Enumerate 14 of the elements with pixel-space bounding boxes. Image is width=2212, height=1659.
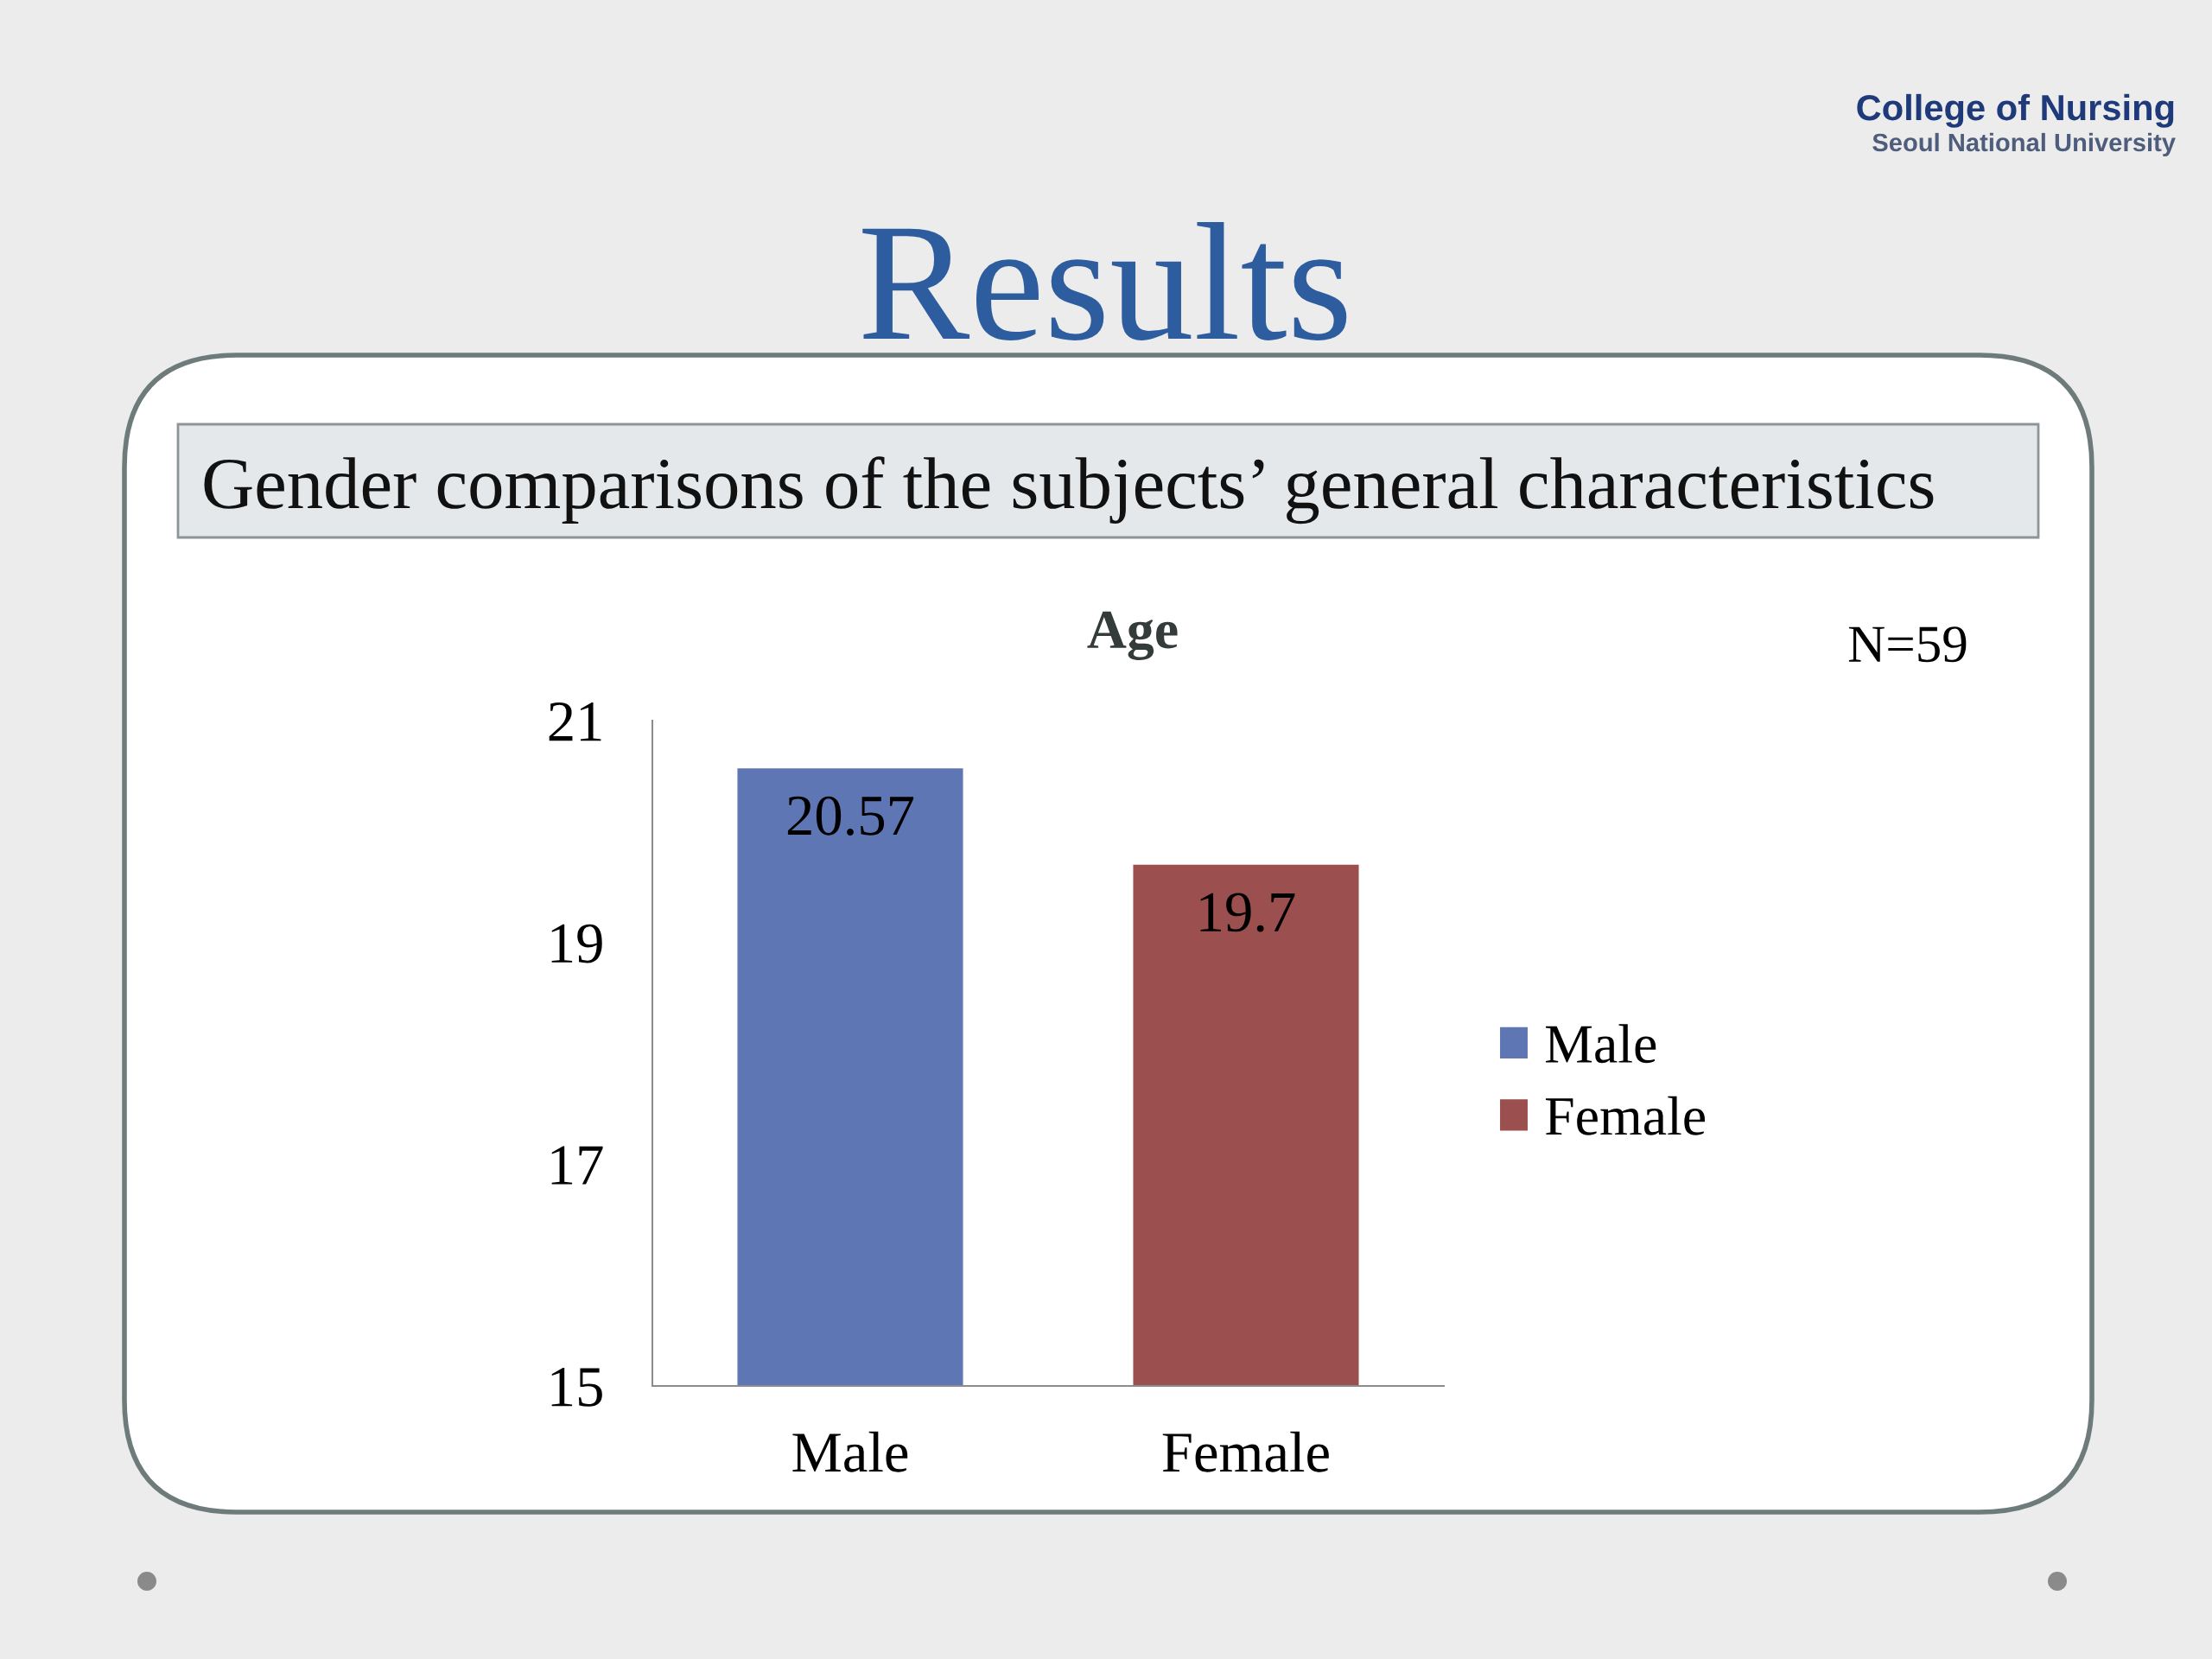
legend-label: Female [1545, 1096, 1705, 1135]
y-tick-label: 15 [551, 1368, 602, 1407]
data-label: 20.57 [787, 796, 914, 836]
chart-title: Age [1087, 611, 1178, 660]
data-label: 19.7 [1200, 893, 1295, 932]
legend-label: Male [1545, 1024, 1656, 1064]
text: Gender comparisons of the subjects’ general characteristics [204, 456, 1934, 524]
text: Results [862, 222, 1347, 340]
text: N=59 [1848, 626, 1967, 663]
y-tick-label: 17 [551, 1146, 603, 1185]
text: Seoul National University [1872, 132, 2176, 157]
y-tick-label: 21 [549, 702, 601, 741]
y-tick-label: 19 [551, 924, 602, 963]
text: College of Nursing [1857, 93, 2174, 128]
